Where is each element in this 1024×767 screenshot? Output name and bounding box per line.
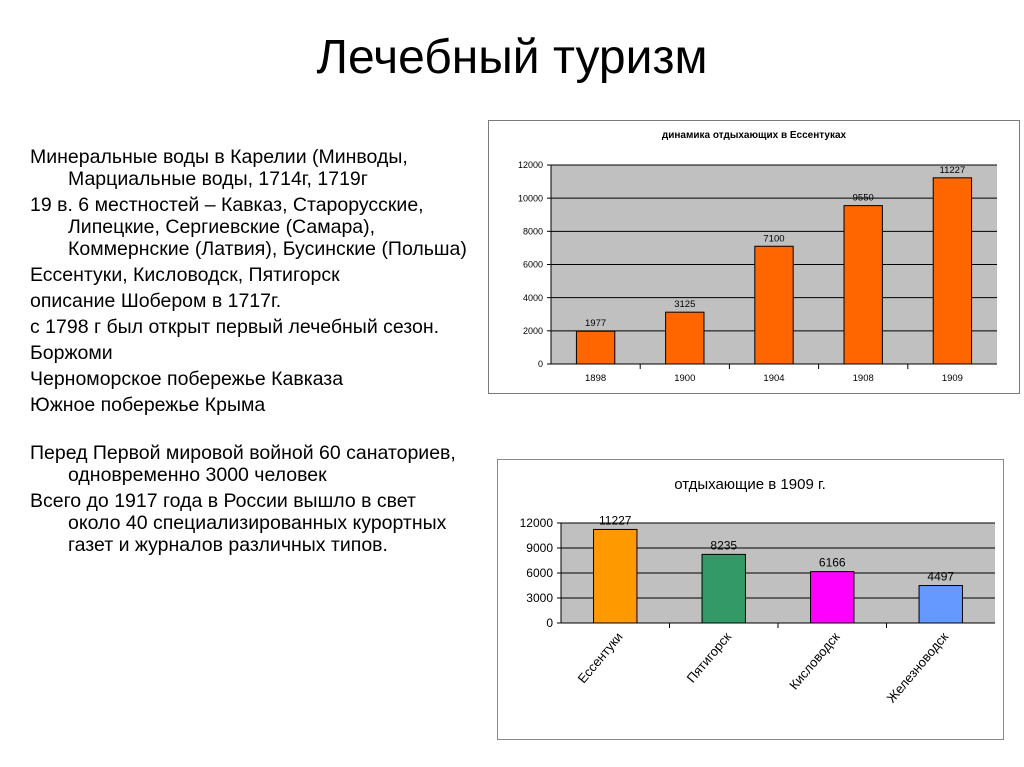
bullet-item: Ессентуки, Кисловодск, Пятигорск [30,264,340,286]
x-tick-label: Пятигорск [684,629,735,685]
bullet-item: Южное побережье Крыма [30,394,266,416]
bullet-list: Минеральные воды в Карелии (Минводы, Мар… [30,146,470,560]
x-tick-label: Ессентуки [575,629,626,686]
y-tick-label: 6000 [526,566,553,580]
x-tick-label: Кисловодск [786,629,843,692]
bar [575,330,616,365]
data-label: 6166 [819,556,846,570]
x-tick-label: 1900 [674,373,695,384]
bar [665,311,705,365]
bar [918,585,963,624]
y-tick-label: 0 [546,616,553,630]
bullet-item: Минеральные воды в Карелии (Минводы, Мар… [30,146,408,190]
data-label: 9550 [853,193,874,204]
data-label: 11227 [599,513,632,527]
bullet-item: 19 в. 6 местностей – Кавказ, Старорусски… [30,194,467,260]
x-tick-label: 1904 [763,373,784,384]
y-tick-label: 10000 [518,193,543,203]
x-tick-label: 1909 [942,373,963,384]
y-tick-label: 8000 [523,226,543,236]
bar [843,205,883,365]
resorts-1909-chart-svg: отдыхающие в 1909 г. 0 3000 6000 9000 12000 11… [520,476,995,706]
essentuki-dynamics-chart-svg: динамика отдыхающих в Ессентуках 0 2000 400… [518,130,997,384]
essentuki-dynamics-chart: динамика отдыхающих в Ессентуках 0 2000 400… [488,120,1020,394]
bullet-item: Всего до 1917 года в России вышло в свет… [30,490,447,556]
bar [932,177,973,365]
slide-title: Лечебный туризм [316,31,708,84]
data-label: 8235 [710,538,737,552]
y-tick-label: 4000 [523,293,543,303]
resorts-1909-chart: отдыхающие в 1909 г. 0 3000 6000 9000 12000 11… [497,459,1004,740]
bar [593,528,638,624]
bullet-spacer [30,420,470,442]
data-label: 1977 [585,318,606,329]
y-tick-label: 12000 [520,516,554,530]
data-label: 4497 [927,570,954,584]
data-label: 11227 [940,165,966,176]
data-label: 7100 [763,233,784,244]
bar [810,571,855,624]
bullet-item: Черноморское побережье Кавказа [30,368,344,390]
bullet-item: Перед Первой мировой войной 60 санаторие… [30,442,456,486]
chart-title: динамика отдыхающих в Ессентуках [662,130,847,141]
bar [701,553,746,624]
y-tick-label: 6000 [523,260,543,270]
bar [754,245,794,365]
y-tick-label: 3000 [526,591,553,605]
bullet-item: с 1798 г был открыт первый лечебный сезо… [30,316,440,338]
bullet-item: описание Шобером в 1717г. [30,290,282,312]
x-tick-label: 1908 [853,373,874,384]
x-tick-label: 1898 [585,373,606,384]
data-label: 3125 [674,299,695,310]
y-tick-label: 9000 [526,541,553,555]
y-tick-label: 2000 [523,326,543,336]
y-tick-label: 12000 [518,160,543,170]
bullet-item: Боржоми [30,342,113,364]
y-tick-label: 0 [538,359,543,369]
x-tick-label: Железноводск [884,629,952,706]
chart-title: отдыхающие в 1909 г. [674,476,826,493]
